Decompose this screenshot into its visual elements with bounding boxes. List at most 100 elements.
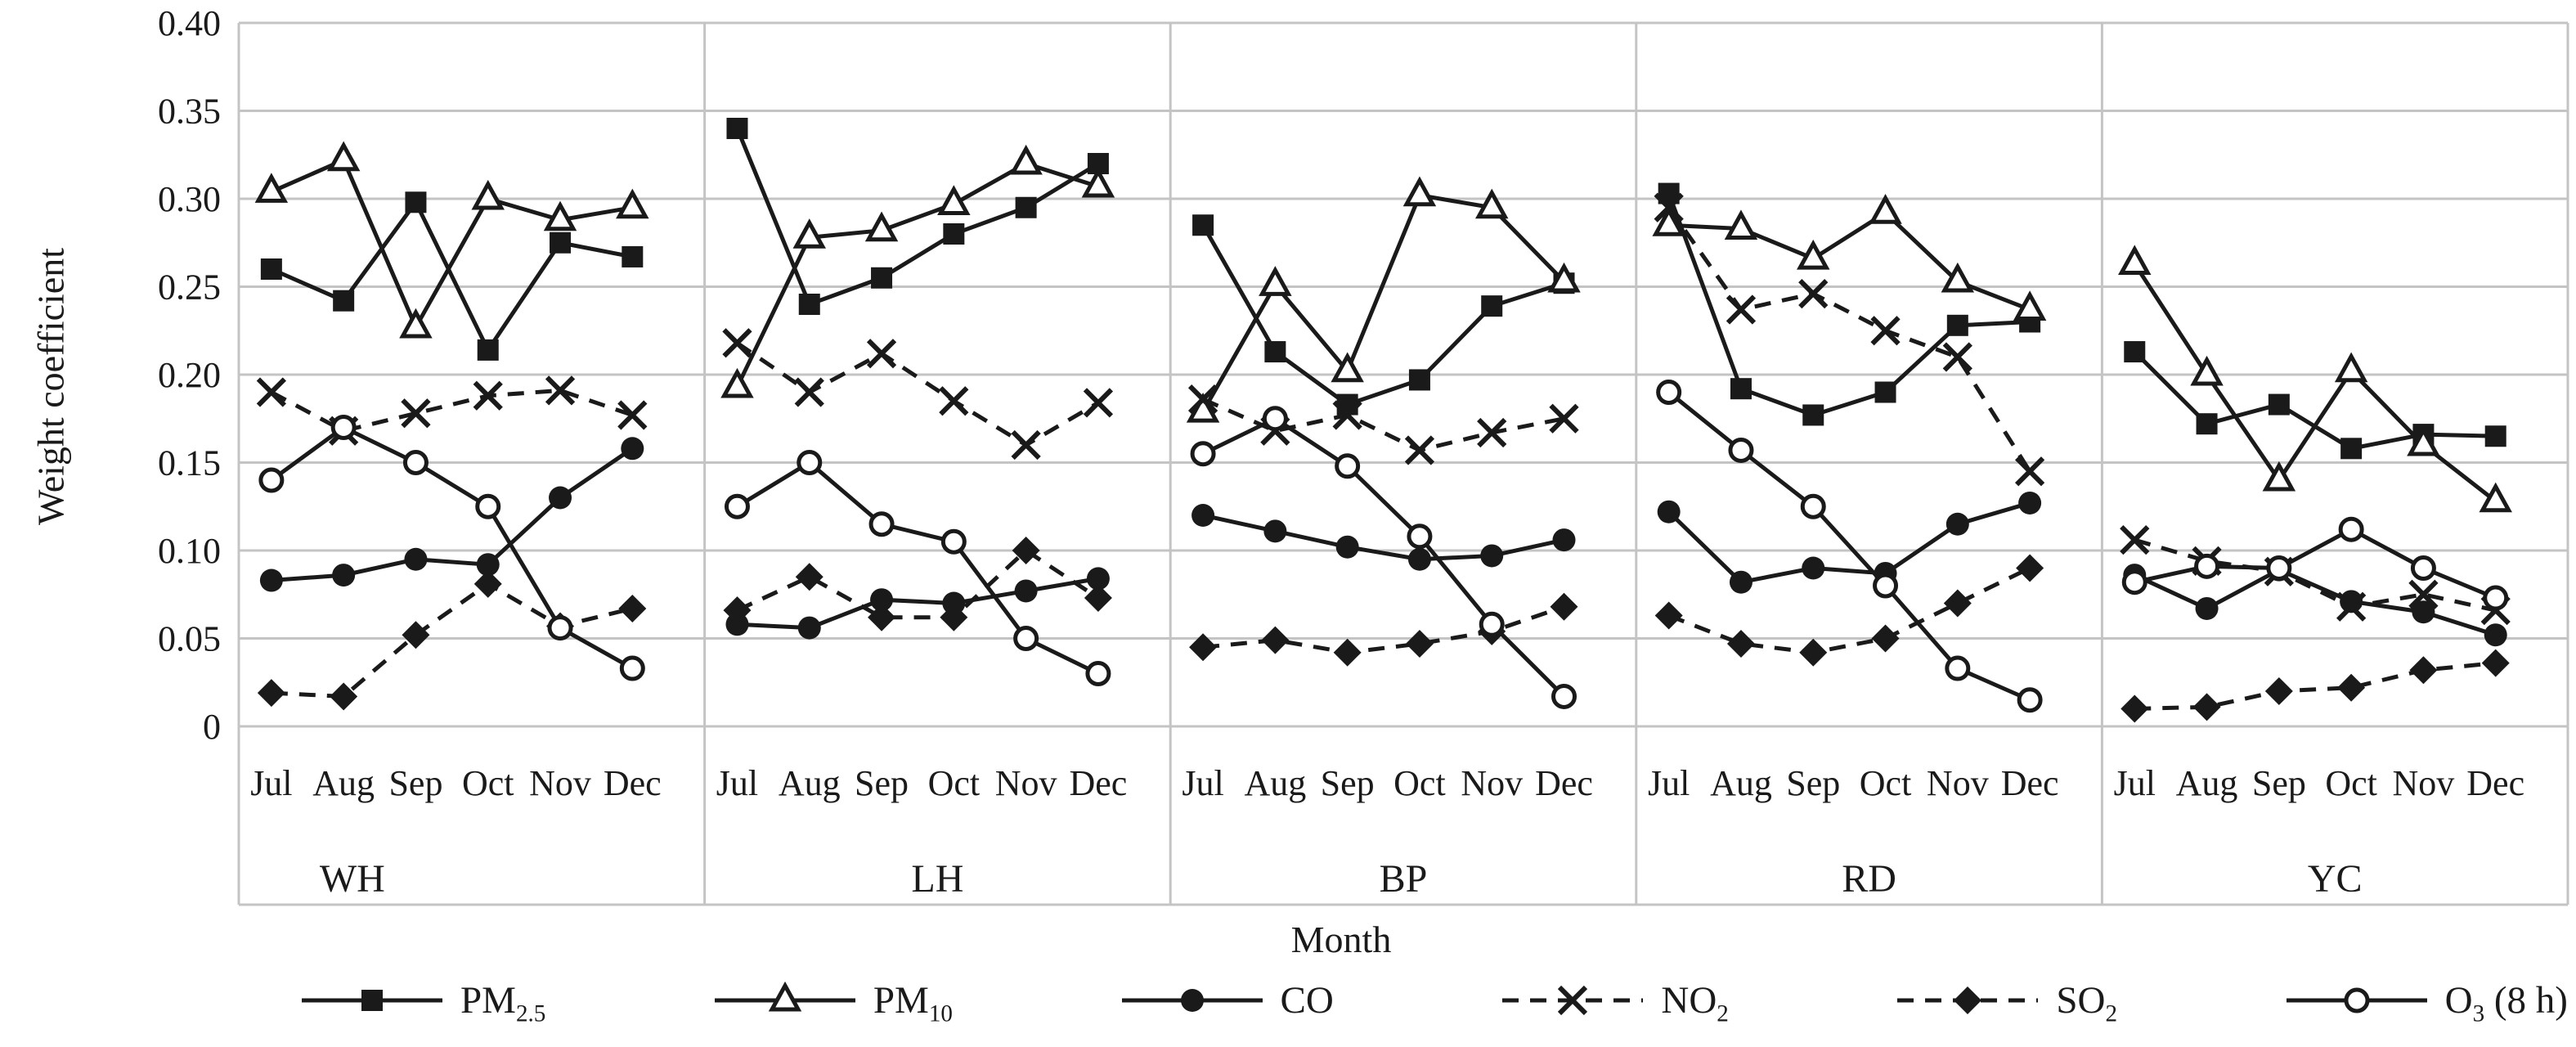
o3-marker [2483,585,2509,611]
so2-marker [1943,589,1972,618]
no2-line [736,341,1100,447]
x-tick-label: Oct [2325,763,2377,803]
co-marker [1552,528,1576,552]
co-marker [1180,989,1204,1012]
pm10-marker [864,211,899,242]
pm10-marker [2013,290,2047,321]
x-tick-label: Aug [2176,763,2238,803]
so2-marker [2337,673,2366,702]
x-tick-label: Aug [1710,763,1772,803]
x-tick-label: Nov [529,763,591,803]
x-tick-label: Jul [2114,763,2156,803]
so2-legend-label: SO2 [2056,979,2118,1027]
no2-marker [2336,591,2367,622]
co-line [1667,501,2031,585]
legend-item-so2: SO2 [1894,978,2118,1027]
so2-marker [795,563,824,591]
o3-marker [1190,441,1216,467]
o3-marker [1873,573,1899,599]
so2-marker [2481,649,2510,677]
pm10-line [270,157,633,332]
x-tick-label: Aug [779,763,841,803]
co-marker [725,613,749,636]
pm25-marker [550,231,572,254]
o3-marker [1800,493,1826,519]
o3-marker [940,528,967,555]
pm10-line [1200,192,1566,413]
pm25-marker [333,290,355,312]
so2-marker [1654,601,1683,630]
pm10-marker [1259,266,1292,296]
x-tick-label: Dec [2466,763,2524,803]
o3-marker [2017,687,2043,713]
y-tick-label: 0.20 [158,355,221,395]
pm25-marker [798,294,820,315]
o3-line [736,460,1100,676]
pm10-marker [937,185,971,215]
so2-marker [402,621,430,649]
x-tick-label: Aug [1244,763,1306,803]
co-marker [1802,556,1825,580]
o3-marker [1945,655,1971,681]
co-marker [870,588,894,612]
pm10-marker [1402,176,1437,207]
pm10-marker [792,218,826,249]
no2-marker [794,377,824,407]
co-marker [1263,519,1287,543]
co-line [737,576,1099,631]
pm10-legend-sample [714,981,855,1012]
pm25-marker [361,990,383,1011]
y-tick-label: 0 [203,707,221,747]
station-label: LH [911,857,963,901]
pm10-marker [2334,352,2368,383]
pm25-marker [405,191,427,213]
co-marker [1729,570,1752,594]
so2-line [736,547,1100,620]
station-label: RD [1842,857,1896,901]
x-tick-label: Oct [928,763,981,803]
co-marker [2484,623,2507,647]
so2-marker [2016,554,2044,582]
x-tick-label: Dec [1069,763,1127,803]
pm10-marker [1547,262,1581,293]
no2-legend-sample [1502,985,1644,1016]
so2-marker [2409,656,2438,685]
so2-marker [1799,638,1828,667]
legend: PM2.5 PM10 CO NO2 SO2 O3 (8 h) [298,978,2568,1027]
o3-marker [1407,524,1433,550]
pm25-marker [726,118,748,139]
x-tick-label: Aug [312,763,375,803]
pm10-marker [720,367,754,398]
pm10-marker [1869,194,1902,224]
so2-legend-sample [1897,986,2039,1014]
pm25-marker [260,258,282,280]
pm10-marker [1797,239,1830,270]
o3-marker [2194,553,2220,579]
no2-marker [1798,278,1829,309]
no2-marker [1654,192,1684,222]
o3-line [1201,416,1566,699]
x-tick-label: Nov [995,763,1057,803]
pm25-marker [943,223,965,245]
no2-marker [866,339,897,369]
pm10-marker [1331,352,1364,383]
pm25-marker [1946,314,1968,336]
no2-marker [1187,384,1218,415]
o3-line [270,425,634,671]
no2-legend-label: NO2 [1661,979,1729,1027]
pm10-marker [2262,461,2296,492]
o3-marker [1013,626,1039,651]
so2-marker [618,594,647,622]
x-tick-label: Dec [1535,763,1593,803]
co-legend-sample [1121,989,1263,1012]
no2-marker [1549,403,1579,434]
no2-marker [2120,524,2150,555]
x-tick-label: Jul [716,763,758,803]
pm25-marker [1730,378,1752,400]
pm10-marker [543,200,577,231]
no2-marker [545,375,576,406]
pm25-line [2133,350,2496,451]
o3-marker [724,493,750,519]
x-tick-label: Sep [2252,763,2306,803]
y-tick-label: 0.10 [158,531,221,571]
